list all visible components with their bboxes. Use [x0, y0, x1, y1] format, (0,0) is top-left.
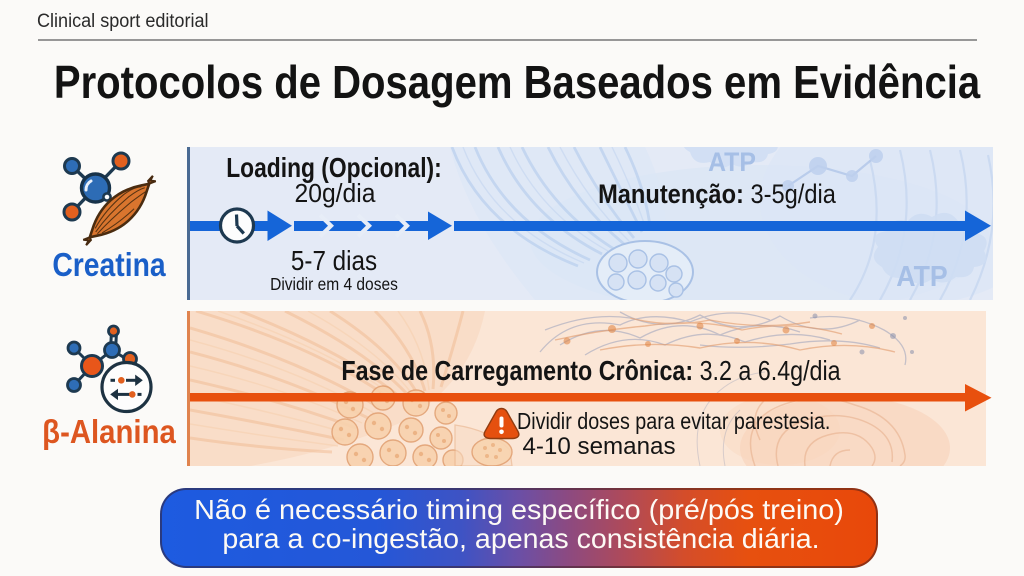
svg-text:ATP: ATP: [896, 260, 947, 292]
svg-text:ATP: ATP: [708, 148, 756, 177]
